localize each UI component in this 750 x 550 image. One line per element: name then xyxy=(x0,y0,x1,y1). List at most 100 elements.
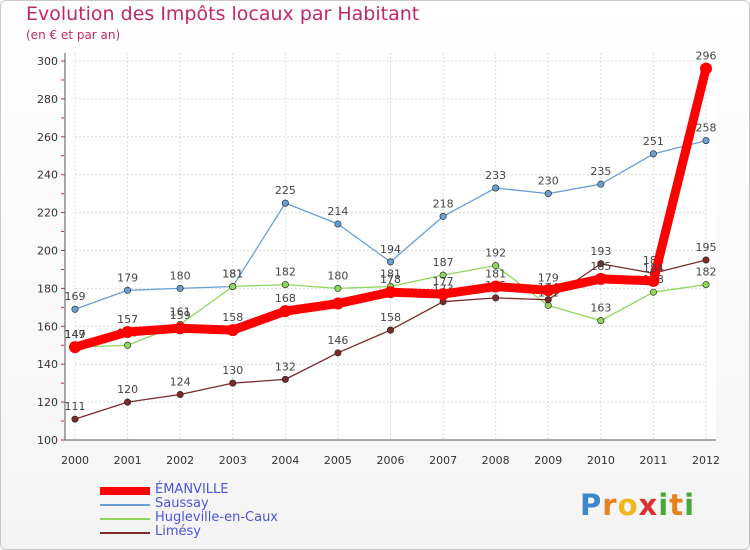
data-point xyxy=(597,317,605,325)
y-tick-label: 280 xyxy=(37,93,58,106)
data-point xyxy=(386,326,394,334)
data-point xyxy=(331,297,344,310)
data-label: 184 xyxy=(643,262,664,275)
logo-letter: x xyxy=(638,488,659,522)
x-tick-label: 2010 xyxy=(587,454,615,467)
data-point xyxy=(386,258,394,266)
x-tick-label: 2012 xyxy=(692,454,720,467)
y-tick-label: 140 xyxy=(37,358,58,371)
data-label: 185 xyxy=(590,260,611,273)
data-point xyxy=(71,415,79,423)
data-label: 225 xyxy=(275,184,296,197)
data-point xyxy=(176,284,184,292)
data-point xyxy=(281,281,289,289)
data-point xyxy=(121,325,134,338)
data-label: 132 xyxy=(275,360,296,373)
y-tick-label: 120 xyxy=(37,396,58,409)
legend-label: Limésy xyxy=(155,524,201,539)
data-label: 187 xyxy=(433,256,454,269)
data-label: 235 xyxy=(590,165,611,178)
data-label: 181 xyxy=(485,268,506,281)
data-point xyxy=(71,305,79,313)
data-point xyxy=(597,180,605,188)
data-label: 230 xyxy=(538,175,559,188)
logo-letter: i xyxy=(658,488,670,522)
data-label: 157 xyxy=(117,313,138,326)
legend-label: Saussay xyxy=(155,496,209,511)
data-point xyxy=(492,262,500,270)
logo-letter: t xyxy=(669,488,685,522)
data-label: 177 xyxy=(433,275,454,288)
x-tick-label: 2011 xyxy=(639,454,667,467)
legend-swatch xyxy=(100,504,150,506)
data-point xyxy=(544,190,552,198)
data-point xyxy=(124,286,132,294)
legend-item: Limésy xyxy=(100,524,360,540)
data-label: 182 xyxy=(696,266,717,279)
chart-legend: ÉMANVILLE Saussay Hugleville-en-Caux Limésy xyxy=(100,482,360,540)
data-label: 149 xyxy=(65,328,86,341)
legend-swatch xyxy=(100,532,150,534)
legend-swatch xyxy=(100,518,150,520)
data-point xyxy=(229,283,237,291)
data-point xyxy=(439,271,447,279)
data-label: 163 xyxy=(590,302,611,315)
data-point xyxy=(597,260,605,268)
data-point xyxy=(124,398,132,406)
data-label: 181 xyxy=(380,268,401,281)
data-point xyxy=(439,212,447,220)
data-point xyxy=(226,324,239,337)
data-label: 193 xyxy=(590,245,611,258)
y-tick-label: 160 xyxy=(37,320,58,333)
data-label: 111 xyxy=(65,400,86,413)
data-point xyxy=(649,288,657,296)
logo-letter: r xyxy=(602,488,618,522)
legend-label: Hugleville-en-Caux xyxy=(155,510,278,525)
legend-label: ÉMANVILLE xyxy=(155,482,229,497)
data-point xyxy=(176,391,184,399)
data-label: 120 xyxy=(117,383,138,396)
data-point xyxy=(334,220,342,228)
chart-subtitle: (en € et par an) xyxy=(26,28,121,42)
data-point xyxy=(334,284,342,292)
data-label: 158 xyxy=(380,311,401,324)
chart-title: Evolution des Impôts locaux par Habitant xyxy=(26,3,420,25)
x-tick-label: 2008 xyxy=(482,454,510,467)
y-tick-label: 200 xyxy=(37,245,58,258)
x-tick-label: 2009 xyxy=(534,454,562,467)
data-label: 258 xyxy=(696,122,717,135)
data-point xyxy=(649,150,657,158)
data-label: 169 xyxy=(65,290,86,303)
legend-item: Saussay xyxy=(100,496,360,512)
data-point xyxy=(492,184,500,192)
data-label: 180 xyxy=(170,269,191,282)
legend-swatch xyxy=(100,487,150,495)
data-point xyxy=(544,296,552,304)
data-point xyxy=(492,294,500,302)
logo-letter: o xyxy=(617,488,639,522)
data-point xyxy=(702,256,710,264)
legend-item: ÉMANVILLE xyxy=(100,482,360,498)
x-tick-label: 2001 xyxy=(114,454,142,467)
legend-item: Hugleville-en-Caux xyxy=(100,510,360,526)
data-label: 296 xyxy=(696,50,717,63)
x-tick-label: 2006 xyxy=(377,454,405,467)
y-tick-label: 220 xyxy=(37,207,58,220)
data-label: 218 xyxy=(433,197,454,210)
data-label: 179 xyxy=(538,271,559,284)
data-point xyxy=(437,288,450,301)
data-point xyxy=(174,322,187,335)
data-point xyxy=(594,272,607,285)
y-tick-label: 100 xyxy=(37,434,58,447)
data-label: 194 xyxy=(380,243,401,256)
data-point xyxy=(647,274,660,287)
y-tick-label: 300 xyxy=(37,55,58,68)
data-point xyxy=(229,379,237,387)
data-label: 251 xyxy=(643,135,664,148)
y-tick-label: 240 xyxy=(37,169,58,182)
x-tick-label: 2005 xyxy=(324,454,352,467)
x-tick-label: 2000 xyxy=(61,454,89,467)
data-point xyxy=(124,341,132,349)
data-label: 146 xyxy=(327,334,348,347)
data-point xyxy=(279,305,292,318)
